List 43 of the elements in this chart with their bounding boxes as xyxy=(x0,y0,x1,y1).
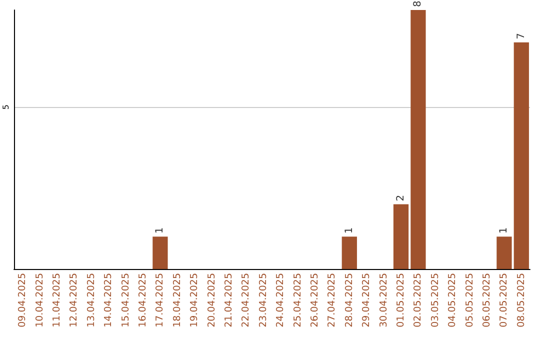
x-tick-label: 04.05.2025 xyxy=(447,273,458,328)
x-tick-label: 21.04.2025 xyxy=(224,273,234,328)
x-tick-label: 06.05.2025 xyxy=(482,273,492,328)
data-label: 1 xyxy=(344,227,355,234)
data-label: 1 xyxy=(154,227,166,234)
x-tick-label: 29.04.2025 xyxy=(361,273,372,328)
x-tick-label: 27.04.2025 xyxy=(326,273,338,328)
x-tick-label: 15.04.2025 xyxy=(120,273,132,328)
x-tick-label: 20.04.2025 xyxy=(206,273,218,328)
x-tick-label: 12.04.2025 xyxy=(68,273,80,328)
bar xyxy=(514,42,529,269)
x-tick-label: 22.04.2025 xyxy=(240,273,252,328)
x-tick-label: 03.05.2025 xyxy=(430,273,441,328)
x-tick-label: 14.04.2025 xyxy=(103,273,114,328)
bar xyxy=(410,10,426,269)
x-tick-label: 13.04.2025 xyxy=(86,273,97,328)
x-tick-label: 10.04.2025 xyxy=(34,273,46,328)
x-tick-label: 24.04.2025 xyxy=(275,273,286,328)
y-tick-label: 5 xyxy=(2,104,10,110)
x-tick-label: 02.05.2025 xyxy=(412,273,424,328)
x-tick-label: 08.05.2025 xyxy=(516,273,527,328)
data-label: 7 xyxy=(516,33,527,40)
x-tick-label: 28.04.2025 xyxy=(344,273,355,328)
x-tick-label: 18.04.2025 xyxy=(172,273,183,328)
x-tick-label: 07.05.2025 xyxy=(498,273,510,328)
x-tick-label: 25.04.2025 xyxy=(292,273,304,328)
x-tick-label: 09.04.2025 xyxy=(17,273,28,328)
x-tick-label: 16.04.2025 xyxy=(138,273,148,328)
x-tick-label: 05.05.2025 xyxy=(464,273,476,328)
x-tick-label: 26.04.2025 xyxy=(310,273,320,328)
x-tick-label: 01.05.2025 xyxy=(396,273,406,328)
x-tick-label: 23.04.2025 xyxy=(258,273,269,328)
x-tick-label: 19.04.2025 xyxy=(189,273,200,328)
bar xyxy=(342,236,357,269)
bar xyxy=(152,236,168,269)
data-label: 1 xyxy=(498,227,510,234)
bar xyxy=(393,204,409,269)
x-tick-label: 17.04.2025 xyxy=(154,273,166,328)
bar xyxy=(496,236,512,269)
x-tick-label: 11.04.2025 xyxy=(52,273,62,328)
data-label: 8 xyxy=(412,0,424,7)
data-label: 2 xyxy=(396,194,406,202)
x-tick-label: 30.04.2025 xyxy=(378,273,390,328)
